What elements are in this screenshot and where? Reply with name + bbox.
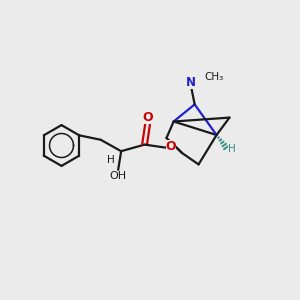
Text: O: O <box>166 140 176 153</box>
Text: N: N <box>186 76 196 89</box>
Text: OH: OH <box>110 171 127 182</box>
Text: H: H <box>107 155 115 165</box>
Text: H: H <box>228 144 236 154</box>
Text: O: O <box>142 111 153 124</box>
Text: CH₃: CH₃ <box>204 72 224 82</box>
